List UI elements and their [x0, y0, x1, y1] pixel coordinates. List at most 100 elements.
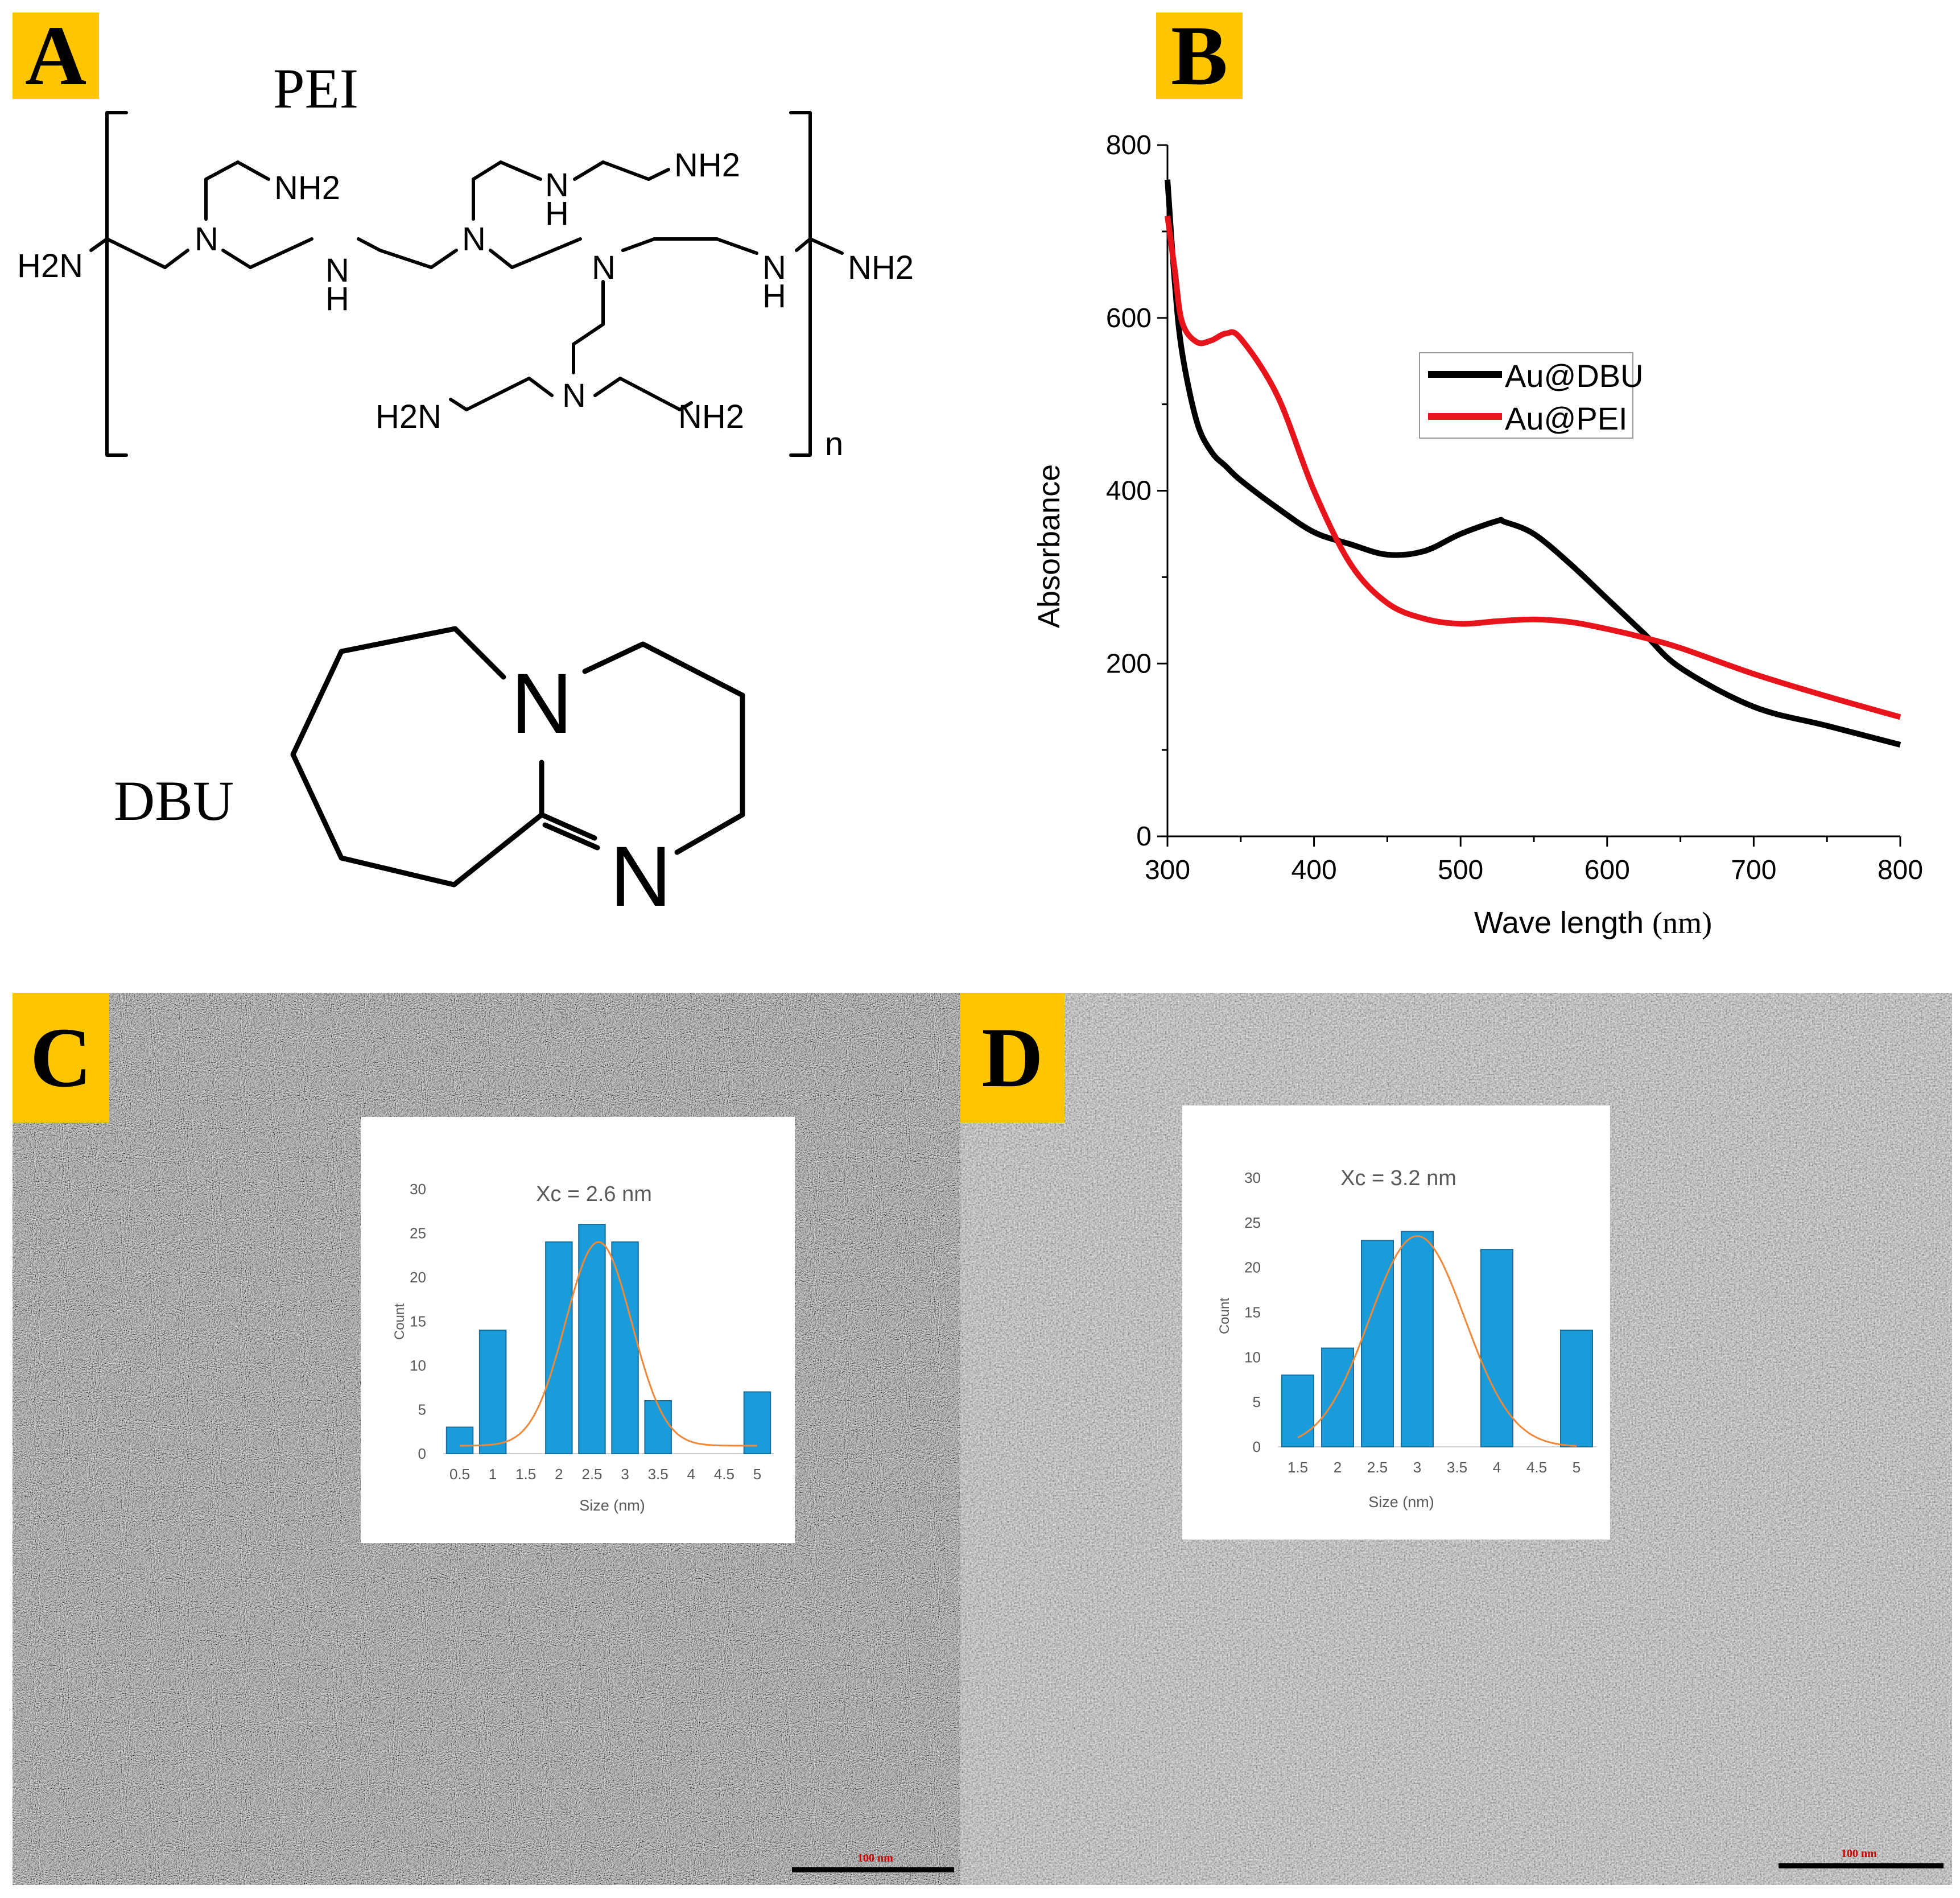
- uv-series-au-pei: [1165, 215, 1901, 720]
- pei-name: PEI: [273, 57, 358, 120]
- pei-repeat-n: n: [825, 426, 843, 463]
- pei-h2n-left: H2N: [17, 247, 83, 284]
- hist-d-x-tick-label: 4.5: [1526, 1459, 1547, 1476]
- uv-x-tick-label: 700: [1731, 855, 1776, 885]
- hist-c-bar: [578, 1224, 606, 1454]
- pei-h-b2: H: [545, 195, 569, 232]
- uv-legend-au-dbu: Au@DBU: [1505, 358, 1644, 394]
- hist-c-y-tick-label: 25: [410, 1225, 426, 1242]
- uv-y-tick-label: 200: [1106, 649, 1152, 679]
- scale-bar-d: [1779, 1863, 1944, 1868]
- hist-c-x-tick-label: 3.5: [648, 1466, 669, 1483]
- uv-y-tick-label: 600: [1106, 303, 1152, 333]
- dbu-n-top: N: [511, 655, 572, 751]
- hist-c-xlabel: Size (nm): [579, 1497, 645, 1514]
- panel-label-c: C: [13, 993, 109, 1123]
- histogram-d-inset: Xc = 3.2 nm Count Size (nm) 0 5 10 15 20 25 30…: [1182, 1105, 1610, 1540]
- hist-d-gaussian-fit: [1297, 1235, 1577, 1447]
- hist-d-x-tick-label: 2: [1334, 1459, 1342, 1476]
- hist-c-x-tick-label: 5: [753, 1466, 761, 1483]
- hist-c-bar: [644, 1400, 672, 1454]
- hist-d-bar: [1361, 1240, 1394, 1447]
- dbu-name: DBU: [114, 769, 234, 832]
- pei-structure: H2N N NH2 N H N N H NH2 N N H NH2 N H2N …: [17, 111, 914, 463]
- uv-y-tick-label: 800: [1106, 130, 1152, 160]
- pei-nh-2: N: [762, 249, 786, 286]
- pei-n4: N: [562, 377, 586, 414]
- hist-c-x-tick-label: 4: [687, 1466, 695, 1483]
- scale-bar-c: [792, 1867, 954, 1872]
- hist-d-bar: [1321, 1347, 1354, 1448]
- hist-c-y-tick-label: 5: [418, 1401, 426, 1418]
- hist-d-bar: [1401, 1231, 1434, 1447]
- hist-c-x-tick-label: 2: [555, 1466, 563, 1483]
- hist-d-bar: [1480, 1249, 1513, 1447]
- uv-x-tick-label: 300: [1145, 855, 1190, 885]
- hist-d-y-tick-label: 15: [1244, 1304, 1261, 1321]
- hist-d-x-tick-label: 5: [1573, 1459, 1581, 1476]
- uv-x-tick-label: 600: [1584, 855, 1630, 885]
- hist-c-x-tick-label: 0.5: [449, 1466, 470, 1483]
- uv-series-au-dbu: [1165, 179, 1901, 748]
- scale-text-c: 100 nm: [857, 1852, 893, 1864]
- pei-h2n-bottom: H2N: [376, 398, 441, 435]
- pei-n2: N: [462, 221, 486, 258]
- pei-nh-1: N: [325, 252, 349, 289]
- hist-c-gaussian-fit: [460, 1241, 757, 1447]
- hist-c-y-tick-label: 15: [410, 1313, 426, 1330]
- hist-c-bar: [445, 1426, 474, 1454]
- hist-d-ylabel: Count: [1217, 1298, 1232, 1334]
- pei-n3: N: [592, 249, 616, 286]
- uv-y-tick-label: 0: [1136, 822, 1152, 852]
- pei-nh2-bottom: NH2: [678, 398, 744, 435]
- hist-d-y-tick-label: 20: [1244, 1259, 1261, 1276]
- hist-c-y-tick-label: 30: [410, 1181, 426, 1198]
- hist-d-y-tick-label: 25: [1244, 1214, 1261, 1231]
- histogram-d-chart: Xc = 3.2 nm Count Size (nm) 051015202530…: [1217, 1166, 1596, 1511]
- hist-d-x-tick-label: 1.5: [1288, 1459, 1308, 1476]
- uv-xlabel: Wave length (nm): [1474, 906, 1712, 940]
- uv-vis-chart: 300 400 500 600 700 800 0 200 400 600 800 Au@DBU A…: [1032, 130, 1923, 940]
- pei-h-2: H: [762, 278, 786, 315]
- uv-x-tick-label: 500: [1438, 855, 1483, 885]
- dbu-structure: N N: [290, 626, 745, 924]
- hist-c-bar: [611, 1241, 639, 1454]
- hist-d-title: Xc = 3.2 nm: [1340, 1166, 1456, 1190]
- scale-text-d: 100 nm: [1841, 1847, 1877, 1860]
- uv-y-tick-label: 400: [1106, 476, 1152, 506]
- hist-d-xlabel: Size (nm): [1368, 1493, 1434, 1511]
- pei-nh-b2: N: [545, 167, 569, 204]
- hist-d-y-tick-label: 5: [1253, 1393, 1261, 1410]
- hist-c-bar: [743, 1391, 771, 1454]
- histogram-c-inset: Xc = 2.6 nm Count Size (nm) 0 5 10 15 20 25 30…: [361, 1117, 795, 1543]
- hist-d-y-tick-label: 0: [1253, 1438, 1261, 1455]
- uv-x-tick-label: 400: [1291, 855, 1337, 885]
- hist-c-bar: [478, 1330, 507, 1454]
- pei-nh2-b2: NH2: [674, 147, 740, 184]
- hist-c-y-tick-label: 20: [410, 1269, 426, 1286]
- hist-c-y-tick-label: 10: [410, 1357, 426, 1374]
- hist-d-y-tick-label: 30: [1244, 1169, 1261, 1186]
- hist-c-x-tick-label: 2.5: [581, 1466, 602, 1483]
- hist-d-x-tick-label: 2.5: [1367, 1459, 1388, 1476]
- hist-c-y-tick-label: 0: [418, 1445, 426, 1462]
- panel-label-b: B: [1156, 13, 1243, 99]
- pei-nh2-b1: NH2: [274, 170, 340, 207]
- pei-nh2-right: NH2: [848, 249, 914, 286]
- hist-d-x-tick-label: 3.5: [1447, 1459, 1467, 1476]
- hist-c-x-tick-label: 3: [621, 1466, 629, 1483]
- hist-c-x-tick-label: 1: [489, 1466, 497, 1483]
- uv-x-tick-label: 800: [1878, 855, 1923, 885]
- hist-c-ylabel: Count: [392, 1303, 407, 1340]
- histogram-c-chart: Xc = 2.6 nm Count Size (nm) 051015202530…: [392, 1181, 774, 1514]
- hist-c-x-tick-label: 4.5: [714, 1466, 735, 1483]
- dbu-n-bottom: N: [610, 828, 671, 924]
- hist-d-y-tick-label: 10: [1244, 1348, 1261, 1365]
- panel-label-a: A: [13, 13, 99, 99]
- uv-legend-box: [1419, 352, 1633, 439]
- hist-d-bar: [1560, 1330, 1593, 1447]
- hist-c-title: Xc = 2.6 nm: [536, 1182, 652, 1206]
- hist-c-bar: [545, 1241, 573, 1454]
- hist-d-bar: [1281, 1374, 1314, 1447]
- hist-d-x-tick-label: 3: [1413, 1459, 1421, 1476]
